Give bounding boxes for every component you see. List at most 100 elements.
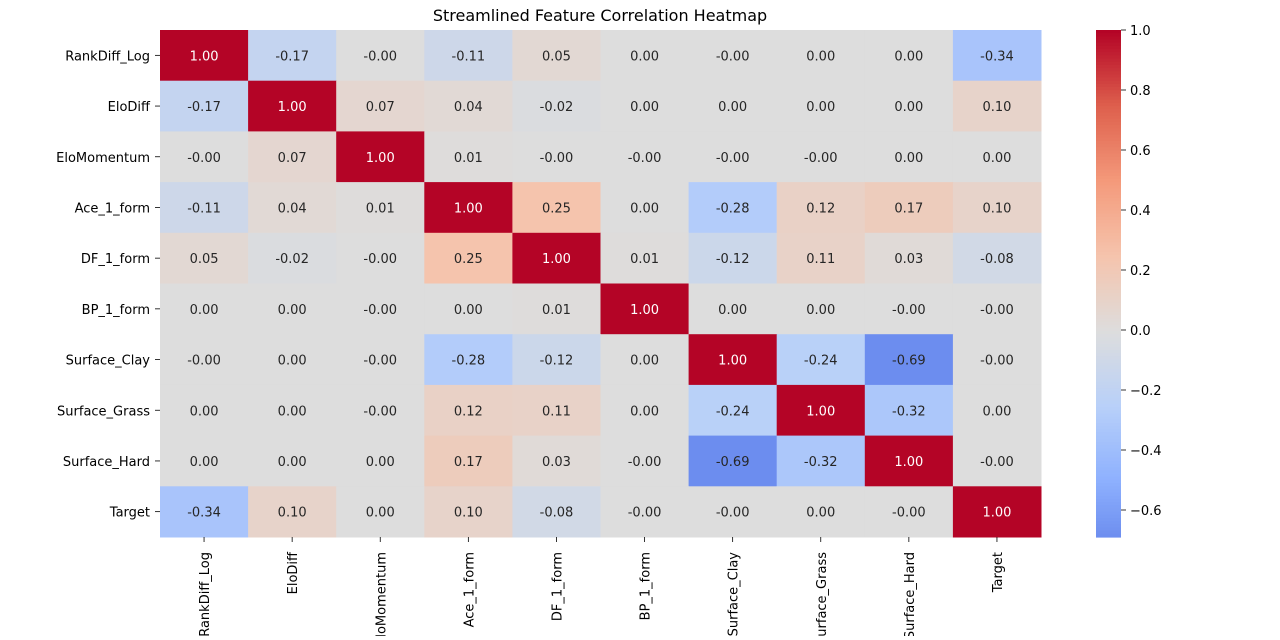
- colorbar-segment: [1096, 42, 1121, 47]
- colorbar-segment: [1096, 400, 1121, 405]
- colorbar-segment: [1096, 324, 1121, 329]
- heatmap-cell: [336, 384, 425, 437]
- x-tick-label: EloMomentum: [374, 552, 389, 636]
- heatmap-cell: [688, 334, 778, 386]
- colorbar-segment: [1096, 362, 1121, 367]
- colorbar-segment: [1096, 286, 1121, 291]
- heatmap-cell: [512, 384, 601, 437]
- cell-value-label: -0.00: [980, 303, 1014, 318]
- heatmap-cell: [952, 131, 1042, 183]
- colorbar-segment: [1096, 464, 1121, 468]
- colorbar-segment: [1096, 261, 1121, 266]
- colorbar-segment: [1096, 115, 1121, 120]
- heatmap-cell: [600, 435, 690, 487]
- cell-value-label: 1.00: [630, 303, 659, 318]
- heatmap-cell: [424, 283, 513, 335]
- cell-value-label: -0.00: [363, 252, 397, 267]
- x-tick-label: Surface_Grass: [815, 552, 830, 636]
- cell-value-label: -0.12: [540, 354, 574, 369]
- y-tick-label: Surface_Clay: [66, 354, 151, 369]
- cell-value-label: 0.11: [806, 252, 835, 267]
- colorbar-segment: [1096, 343, 1121, 348]
- colorbar-segment: [1096, 96, 1121, 101]
- cell-value-label: 0.11: [542, 404, 571, 419]
- colorbar-segment: [1096, 356, 1121, 361]
- cell-value-label: 1.00: [542, 252, 571, 267]
- colorbar-segment: [1096, 305, 1121, 310]
- colorbar-segment: [1096, 36, 1121, 41]
- cell-value-label: 0.00: [894, 49, 923, 64]
- colorbar-segment: [1096, 381, 1121, 386]
- heatmap-cell: [600, 334, 690, 386]
- heatmap-cell: [864, 334, 954, 386]
- colorbar-segment: [1096, 492, 1121, 497]
- heatmap-cell: [688, 232, 778, 284]
- colorbar-segment: [1096, 159, 1121, 164]
- cell-value-label: 0.00: [894, 100, 923, 115]
- cell-value-label: -0.00: [540, 151, 574, 166]
- cell-value-label: -0.69: [892, 354, 926, 369]
- cell-value-label: -0.00: [363, 354, 397, 369]
- colorbar-segment: [1096, 293, 1121, 297]
- colorbar-segment: [1096, 334, 1121, 338]
- cell-value-label: -0.24: [716, 404, 750, 419]
- colorbar-segment: [1096, 223, 1121, 228]
- colorbar-segment: [1096, 483, 1121, 487]
- cell-value-label: -0.34: [980, 49, 1014, 64]
- heatmap-cell: [688, 80, 778, 132]
- cell-value-label: 0.10: [982, 100, 1011, 115]
- colorbar-segment: [1096, 346, 1121, 351]
- y-tick-label: Ace_1_form: [75, 201, 150, 216]
- colorbar-segment: [1096, 527, 1121, 532]
- colorbar-segment: [1096, 514, 1121, 519]
- heatmap-cell: [512, 182, 601, 234]
- colorbar-segment: [1096, 172, 1121, 177]
- heatmap-cell: [512, 80, 601, 132]
- colorbar-segment: [1096, 296, 1121, 300]
- colorbar-segment: [1096, 74, 1121, 79]
- colorbar-segment: [1096, 353, 1121, 357]
- colorbar-segment: [1096, 505, 1121, 510]
- colorbar-segment: [1096, 118, 1121, 123]
- x-tick-label: Target: [991, 552, 1006, 593]
- cell-value-label: 0.00: [366, 455, 395, 470]
- heatmap-cell: [248, 80, 337, 132]
- cell-value-label: 1.00: [278, 100, 307, 115]
- colorbar-segment: [1096, 327, 1121, 332]
- colorbar-segment: [1096, 140, 1121, 145]
- colorbar-segment: [1096, 391, 1121, 396]
- colorbar: 1.0 0.8 0.6 0.4 0.2 0.0 −0.2 −0.4 −0.6: [1096, 24, 1162, 538]
- heatmap-cell: [776, 232, 866, 284]
- colorbar-segment: [1096, 182, 1121, 186]
- heatmap-cell: [336, 232, 425, 284]
- cell-value-label: 0.00: [806, 49, 835, 64]
- colorbar-tick-label: 0.2: [1130, 264, 1151, 279]
- heatmap-cell: [600, 283, 690, 335]
- colorbar-segment: [1096, 476, 1121, 481]
- cell-value-label: -0.00: [187, 151, 221, 166]
- cell-value-label: 0.00: [630, 201, 659, 216]
- heatmap-cell: [952, 334, 1042, 386]
- colorbar-segment: [1096, 337, 1121, 342]
- colorbar-segment: [1096, 410, 1121, 415]
- heatmap-cell: [248, 334, 337, 386]
- heatmap-cell: [952, 435, 1042, 487]
- cell-value-label: 0.10: [278, 506, 307, 521]
- cell-value-label: 0.00: [718, 100, 747, 115]
- colorbar-segment: [1096, 188, 1121, 193]
- colorbar-segment: [1096, 213, 1121, 218]
- colorbar-segment: [1096, 239, 1121, 243]
- cell-value-label: 0.01: [454, 151, 483, 166]
- cell-value-label: 0.00: [982, 404, 1011, 419]
- heatmap-cell: [952, 182, 1042, 234]
- colorbar-segment: [1096, 68, 1121, 72]
- cell-value-label: -0.00: [716, 151, 750, 166]
- colorbar-segment: [1096, 302, 1121, 307]
- heatmap-cell: [160, 435, 249, 487]
- colorbar-segment: [1096, 147, 1121, 152]
- cell-value-label: -0.11: [452, 49, 486, 64]
- heatmap-cell: [600, 182, 690, 234]
- y-tick-label: RankDiff_Log: [65, 49, 150, 64]
- heatmap-cell: [864, 182, 954, 234]
- cell-value-label: 0.07: [278, 151, 307, 166]
